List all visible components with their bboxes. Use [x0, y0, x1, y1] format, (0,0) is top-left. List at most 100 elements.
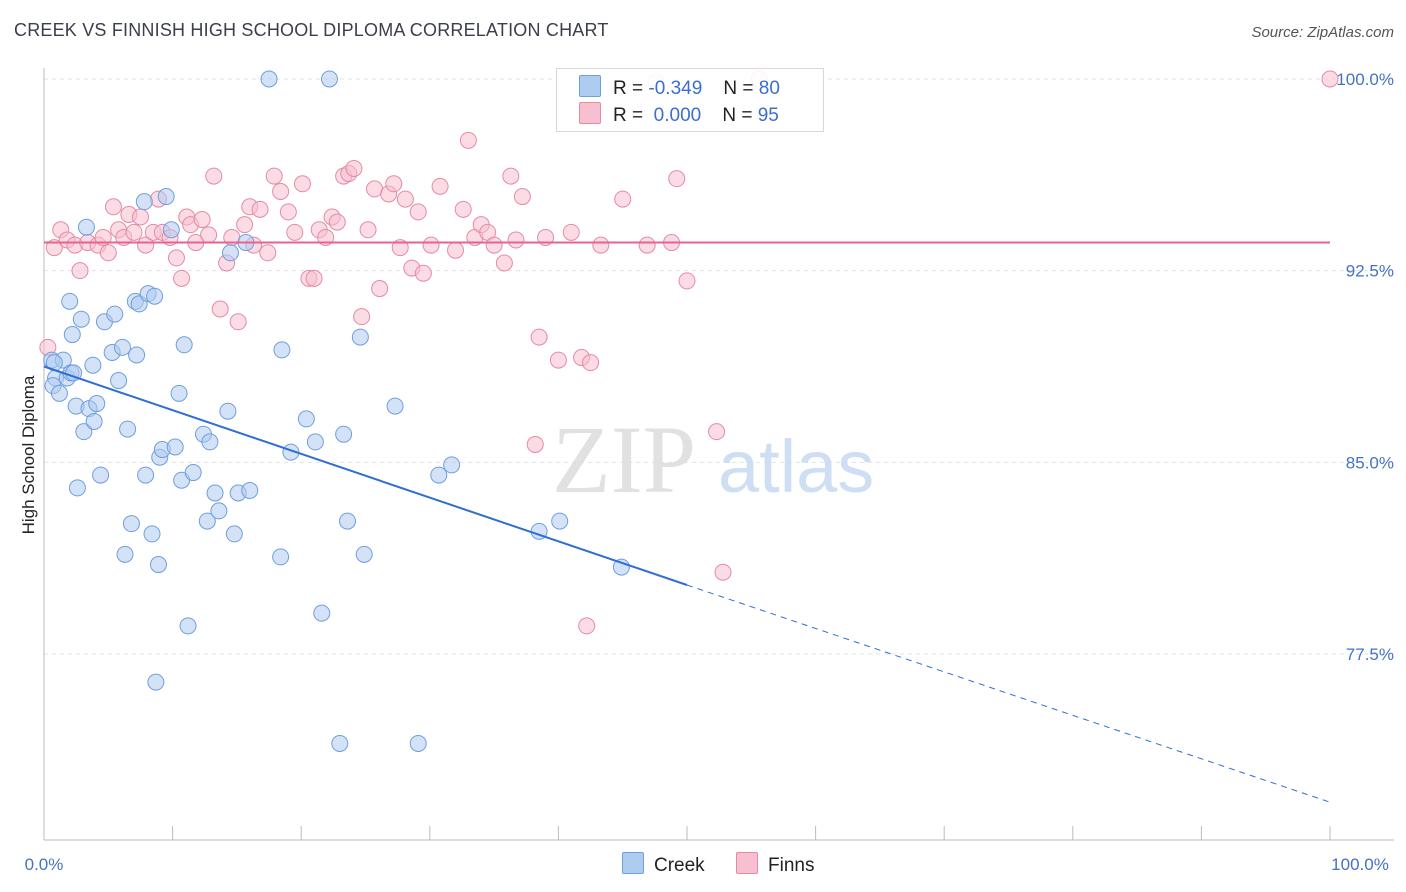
creek-point — [409, 734, 427, 752]
finns-point — [549, 351, 567, 369]
finns-point — [173, 269, 191, 287]
finns-point — [345, 159, 363, 177]
n-label: N = — [723, 78, 754, 99]
finns-point — [513, 188, 531, 206]
creek-trend-line — [43, 365, 688, 586]
n-label: N = — [722, 105, 753, 126]
creek-point — [551, 512, 569, 530]
finns-point — [279, 203, 297, 221]
creek-point — [88, 395, 106, 413]
series-legend: Creek Finns — [0, 852, 1406, 878]
creek-point — [106, 305, 124, 323]
creek-point — [201, 433, 219, 451]
legend-item-finns[interactable]: Finns — [736, 852, 814, 877]
creek-point — [116, 545, 134, 563]
finns-point — [1321, 70, 1339, 88]
creek-point — [313, 604, 331, 622]
y-tick-label: 92.5% — [1346, 262, 1394, 281]
finns-point — [359, 221, 377, 239]
creek-point — [260, 70, 278, 88]
watermark-zip: ZIP — [552, 406, 696, 513]
legend-item-creek[interactable]: Creek — [622, 852, 705, 877]
n-value-finns: 95 — [757, 105, 779, 126]
creek-swatch-icon — [622, 852, 644, 874]
finns-swatch-icon — [579, 102, 601, 124]
finns-point — [71, 262, 89, 280]
y-tick-label: 100.0% — [1336, 70, 1394, 89]
finns-point — [286, 223, 304, 241]
finns-point — [562, 223, 580, 241]
finns-point — [125, 223, 143, 241]
finns-point — [211, 300, 229, 318]
creek-point — [184, 464, 202, 482]
finns-point — [167, 249, 185, 267]
finns-point — [582, 354, 600, 372]
finns-point — [45, 239, 63, 257]
creek-point — [210, 502, 228, 520]
finns-point — [714, 563, 732, 581]
creek-point — [297, 410, 315, 428]
finns-point — [131, 208, 149, 226]
tick-labels: 77.5% 85.0% 92.5% 100.0% 0.0% 100.0% — [25, 70, 1394, 874]
finns-point — [385, 175, 403, 193]
finns-point — [272, 182, 290, 200]
finns-point — [614, 190, 632, 208]
creek-point — [166, 438, 184, 456]
creek-point — [355, 545, 373, 563]
watermark-atlas: atlas — [718, 425, 874, 508]
finns-point — [414, 264, 432, 282]
creek-points — [43, 70, 630, 752]
creek-point — [77, 218, 95, 236]
source-label: Source: ZipAtlas.com — [1251, 24, 1394, 41]
finns-point — [200, 226, 218, 244]
legend-row-creek: R = -0.349 N = 80 — [579, 75, 780, 101]
finns-point — [251, 200, 269, 218]
y-axis-title: High School Diploma — [19, 375, 38, 534]
creek-point — [113, 338, 131, 356]
x-tick-label: 100.0% — [1331, 855, 1389, 874]
creek-point — [110, 372, 128, 390]
creek-point — [175, 336, 193, 354]
finns-point — [99, 244, 117, 262]
finns-point — [708, 423, 726, 441]
finns-point — [293, 175, 311, 193]
finns-point — [507, 231, 525, 249]
finns-point — [104, 198, 122, 216]
creek-point — [157, 188, 175, 206]
creek-point — [198, 512, 216, 530]
creek-point — [122, 515, 140, 533]
watermark: ZIP atlas — [552, 406, 874, 513]
finns-point — [193, 211, 211, 229]
finns-point — [391, 239, 409, 257]
creek-point — [306, 433, 324, 451]
finns-point — [409, 203, 427, 221]
creek-point — [75, 423, 93, 441]
finns-point — [530, 328, 548, 346]
finns-point — [638, 236, 656, 254]
finns-point — [447, 241, 465, 259]
finns-point — [396, 190, 414, 208]
finns-point — [229, 313, 247, 331]
creek-point — [162, 221, 180, 239]
creek-point — [351, 328, 369, 346]
creek-point — [320, 70, 338, 88]
axes — [43, 68, 1394, 841]
finns-point — [305, 269, 323, 287]
legend-row-finns: R = 0.000 N = 95 — [579, 102, 779, 128]
chart-title: CREEK VS FINNISH HIGH SCHOOL DIPLOMA COR… — [14, 20, 609, 40]
creek-point — [143, 525, 161, 543]
creek-point — [272, 548, 290, 566]
x-tick-label: 0.0% — [25, 855, 64, 874]
creek-point — [219, 402, 237, 420]
creek-point — [72, 310, 90, 328]
creek-point — [241, 481, 259, 499]
finns-point — [485, 236, 503, 254]
finns-point — [459, 131, 477, 149]
finns-point — [592, 236, 610, 254]
creek-point — [430, 466, 448, 484]
creek-point — [85, 412, 103, 430]
finns-point — [668, 170, 686, 188]
creek-trend-extension — [686, 584, 1331, 803]
y-tick-label: 85.0% — [1346, 453, 1394, 472]
